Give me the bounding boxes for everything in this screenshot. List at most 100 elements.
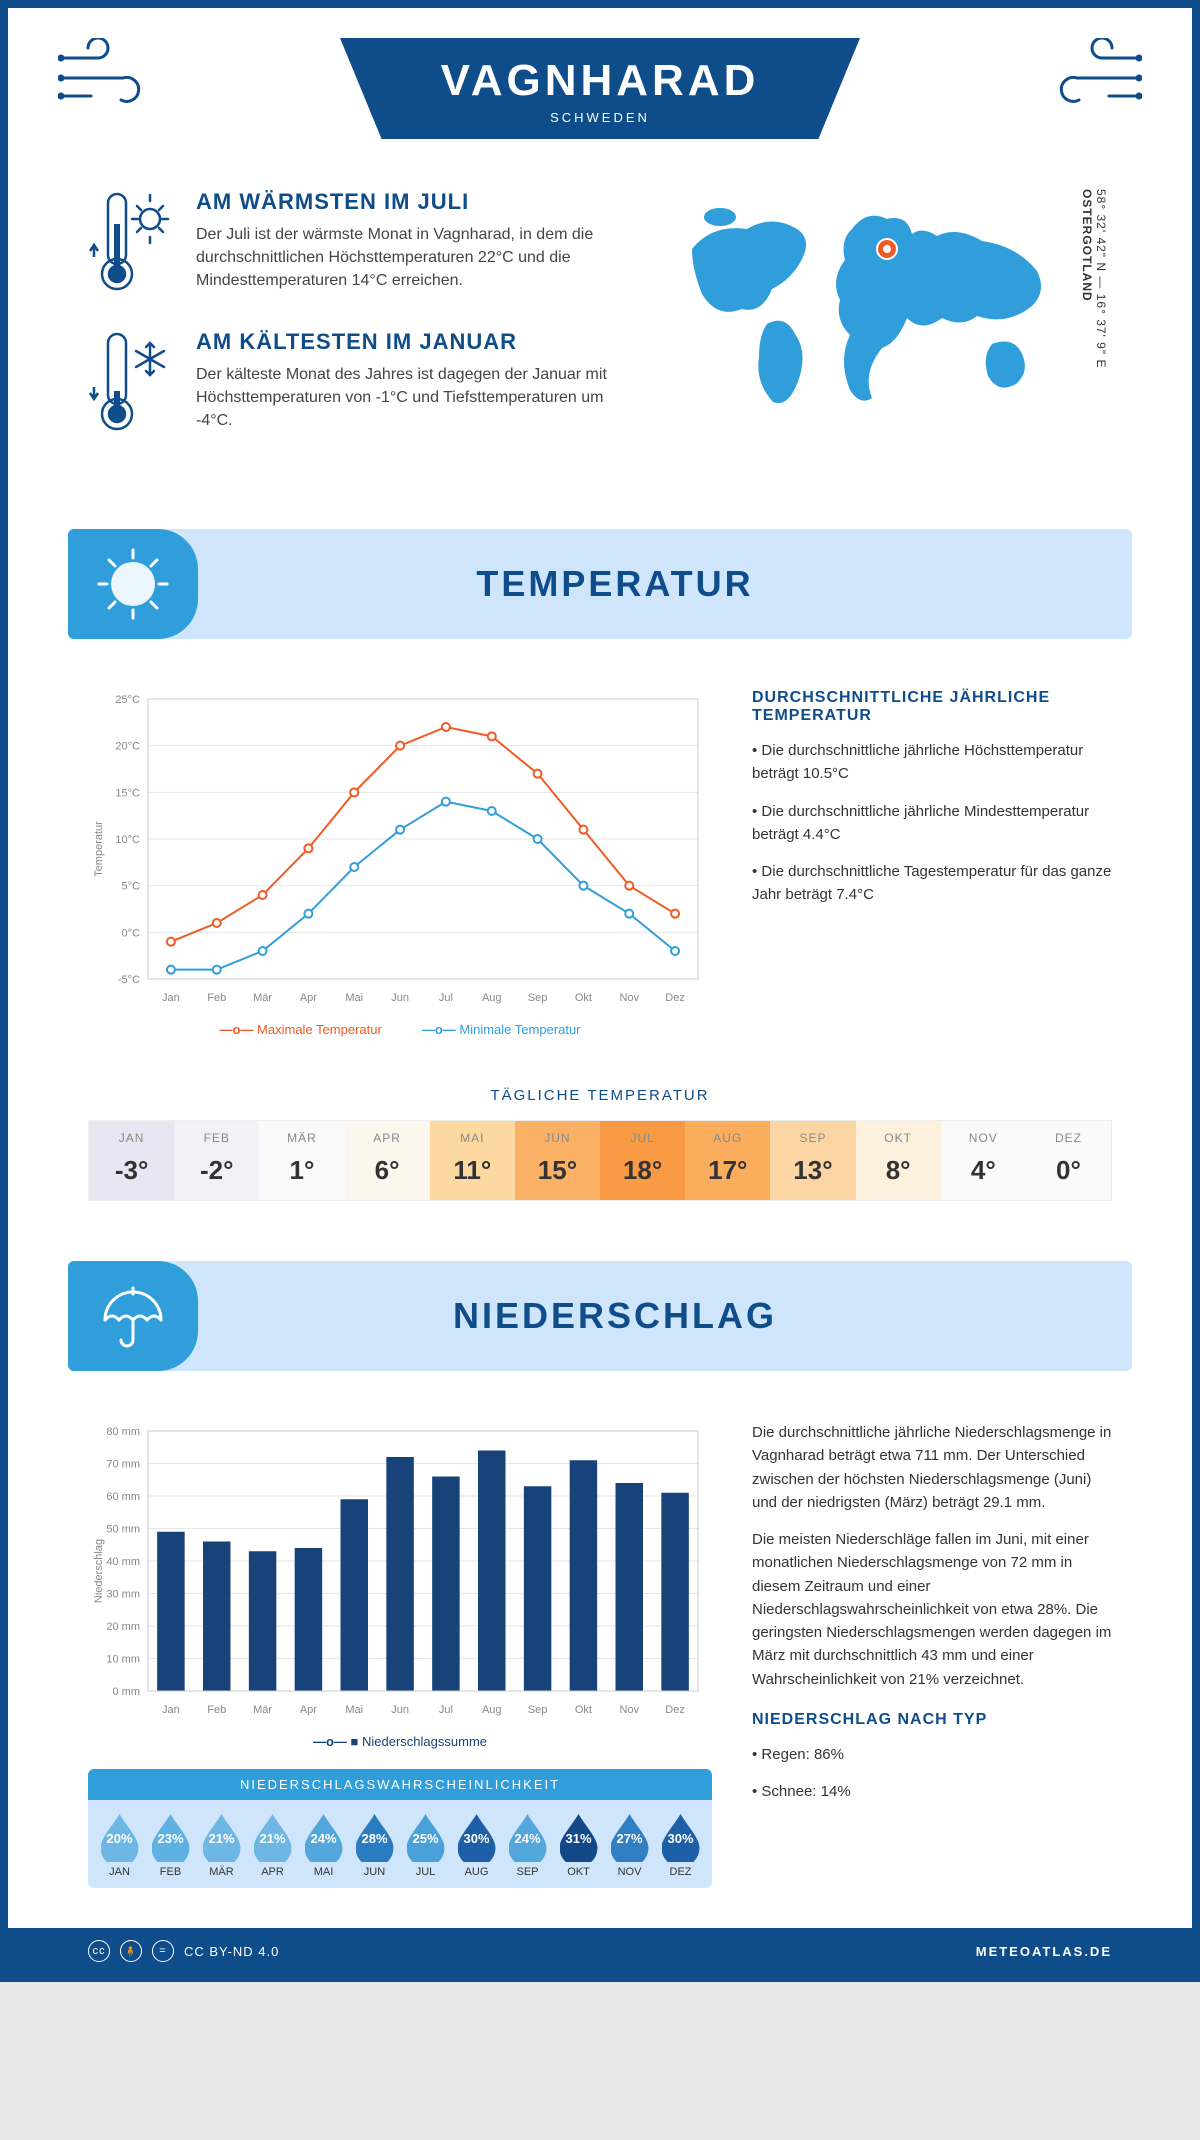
daily-cell: JAN-3° — [89, 1121, 174, 1200]
svg-text:Aug: Aug — [482, 1704, 502, 1716]
daily-cell: DEZ0° — [1026, 1121, 1111, 1200]
svg-text:Dez: Dez — [665, 1704, 685, 1716]
coordinates: 58° 32' 42" N — 16° 37' 9" E OSTERGOTLAN… — [1080, 189, 1108, 368]
daily-cell: OKT8° — [856, 1121, 941, 1200]
prob-cell: 30%DEZ — [655, 1814, 706, 1878]
svg-text:-5°C: -5°C — [118, 974, 140, 986]
climate-facts: AM WÄRMSTEN IM JULI Der Juli ist der wär… — [88, 189, 632, 469]
legend-precip: ■ Niederschlagssumme — [313, 1734, 487, 1749]
summary-bullet: • Die durchschnittliche jährliche Mindes… — [752, 800, 1112, 847]
fact-title: AM KÄLTESTEN IM JANUAR — [196, 329, 632, 355]
infographic-page: VAGNHARAD SCHWEDEN — [0, 0, 1200, 1982]
svg-text:25°C: 25°C — [115, 694, 140, 706]
svg-text:Dez: Dez — [665, 992, 685, 1004]
svg-text:Jan: Jan — [162, 1704, 180, 1716]
header: VAGNHARAD SCHWEDEN — [8, 8, 1192, 179]
section-bar-precipitation: NIEDERSCHLAG — [68, 1261, 1132, 1371]
precipitation-section: 0 mm10 mm20 mm30 mm40 mm50 mm60 mm70 mm8… — [8, 1391, 1192, 1928]
chart-legend: Maximale Temperatur Minimale Temperatur — [88, 1022, 712, 1037]
precip-summary: Die durchschnittliche jährliche Niedersc… — [752, 1421, 1112, 1888]
svg-text:20°C: 20°C — [115, 741, 140, 753]
warmest-fact: AM WÄRMSTEN IM JULI Der Juli ist der wär… — [88, 189, 632, 299]
svg-text:20 mm: 20 mm — [106, 1621, 140, 1633]
svg-text:Jun: Jun — [391, 992, 409, 1004]
wind-icon — [58, 38, 168, 118]
daily-temperature: TÄGLICHE TEMPERATUR JAN-3°FEB-2°MÄR1°APR… — [8, 1067, 1192, 1241]
summary-bullet: • Die durchschnittliche Tagestemperatur … — [752, 860, 1112, 907]
daily-cell: NOV4° — [941, 1121, 1026, 1200]
svg-text:Mär: Mär — [253, 1704, 272, 1716]
legend-max: Maximale Temperatur — [219, 1022, 381, 1037]
daily-title: TÄGLICHE TEMPERATUR — [88, 1087, 1112, 1104]
daily-cell: MAI11° — [430, 1121, 515, 1200]
wind-icon — [1032, 38, 1142, 118]
country-name: SCHWEDEN — [420, 110, 780, 125]
daily-cell: FEB-2° — [174, 1121, 259, 1200]
section-title: NIEDERSCHLAG — [228, 1295, 1132, 1337]
coord-value: 58° 32' 42" N — 16° 37' 9" E — [1094, 189, 1108, 368]
prob-cell: 31%OKT — [553, 1814, 604, 1878]
precip-type-bullet: • Regen: 86% — [752, 1743, 1112, 1766]
prob-cell: 20%JAN — [94, 1814, 145, 1878]
precip-type-bullet: • Schnee: 14% — [752, 1780, 1112, 1803]
prob-cell: 24%SEP — [502, 1814, 553, 1878]
temp-line-chart: -5°C0°C5°C10°C15°C20°C25°CJanFebMärAprMa… — [88, 689, 708, 1009]
svg-text:60 mm: 60 mm — [106, 1491, 140, 1503]
precip-para: Die durchschnittliche jährliche Niedersc… — [752, 1421, 1112, 1514]
prob-cell: 21%MÄR — [196, 1814, 247, 1878]
daily-cell: MÄR1° — [259, 1121, 344, 1200]
svg-text:Okt: Okt — [575, 1704, 592, 1716]
license-text: CC BY-ND 4.0 — [184, 1944, 279, 1959]
svg-text:Aug: Aug — [482, 992, 502, 1004]
prob-row: 20%JAN23%FEB21%MÄR21%APR24%MAI28%JUN25%J… — [88, 1800, 712, 1888]
summary-heading: DURCHSCHNITTLICHE JÄHRLICHE TEMPERATUR — [752, 689, 1112, 725]
svg-text:10 mm: 10 mm — [106, 1654, 140, 1666]
svg-text:Niederschlag: Niederschlag — [93, 1539, 105, 1603]
prob-heading: NIEDERSCHLAGSWAHRSCHEINLICHKEIT — [88, 1769, 712, 1800]
svg-text:80 mm: 80 mm — [106, 1426, 140, 1438]
fact-title: AM WÄRMSTEN IM JULI — [196, 189, 632, 215]
daily-cell: AUG17° — [685, 1121, 770, 1200]
svg-text:Jul: Jul — [439, 1704, 453, 1716]
summary-bullet: • Die durchschnittliche jährliche Höchst… — [752, 739, 1112, 786]
svg-text:70 mm: 70 mm — [106, 1459, 140, 1471]
precip-probability: NIEDERSCHLAGSWAHRSCHEINLICHKEIT 20%JAN23… — [88, 1769, 712, 1888]
fact-body: Der Juli ist der wärmste Monat in Vagnha… — [196, 223, 632, 293]
legend-min: Minimale Temperatur — [422, 1022, 581, 1037]
daily-cell: SEP13° — [770, 1121, 855, 1200]
umbrella-chip-icon — [68, 1261, 198, 1371]
precip-chart-col: 0 mm10 mm20 mm30 mm40 mm50 mm60 mm70 mm8… — [88, 1421, 712, 1888]
svg-text:Mai: Mai — [345, 1704, 363, 1716]
prob-cell: 24%MAI — [298, 1814, 349, 1878]
svg-text:50 mm: 50 mm — [106, 1524, 140, 1536]
world-map-icon — [672, 189, 1072, 409]
daily-temp-strip: JAN-3°FEB-2°MÄR1°APR6°MAI11°JUN15°JUL18°… — [88, 1120, 1112, 1201]
prob-cell: 30%AUG — [451, 1814, 502, 1878]
svg-text:Feb: Feb — [207, 1704, 226, 1716]
intro-section: AM WÄRMSTEN IM JULI Der Juli ist der wär… — [8, 179, 1192, 509]
region-name: OSTERGOTLAND — [1080, 189, 1094, 302]
temperature-summary: DURCHSCHNITTLICHE JÄHRLICHE TEMPERATUR •… — [752, 689, 1112, 1037]
prob-cell: 23%FEB — [145, 1814, 196, 1878]
svg-text:Feb: Feb — [207, 992, 226, 1004]
site-name: METEOATLAS.DE — [976, 1944, 1112, 1959]
svg-text:Okt: Okt — [575, 992, 592, 1004]
svg-text:Jul: Jul — [439, 992, 453, 1004]
city-name: VAGNHARAD — [420, 56, 780, 106]
svg-text:Sep: Sep — [528, 1704, 548, 1716]
footer: cc 🧍 = CC BY-ND 4.0 METEOATLAS.DE — [8, 1928, 1192, 1974]
fact-body: Der kälteste Monat des Jahres ist dagege… — [196, 363, 632, 433]
svg-text:Sep: Sep — [528, 992, 548, 1004]
nd-icon: = — [152, 1940, 174, 1962]
svg-text:Apr: Apr — [300, 992, 317, 1004]
prob-cell: 25%JUL — [400, 1814, 451, 1878]
precip-type-heading: NIEDERSCHLAG NACH TYP — [752, 1711, 1112, 1729]
daily-cell: JUN15° — [515, 1121, 600, 1200]
license-block: cc 🧍 = CC BY-ND 4.0 — [88, 1940, 279, 1962]
svg-text:Nov: Nov — [619, 992, 639, 1004]
fact-text: AM KÄLTESTEN IM JANUAR Der kälteste Mona… — [196, 329, 632, 433]
cc-icon: cc — [88, 1940, 110, 1962]
svg-text:Nov: Nov — [619, 1704, 639, 1716]
svg-text:15°C: 15°C — [115, 787, 140, 799]
precip-para: Die meisten Niederschläge fallen im Juni… — [752, 1528, 1112, 1691]
